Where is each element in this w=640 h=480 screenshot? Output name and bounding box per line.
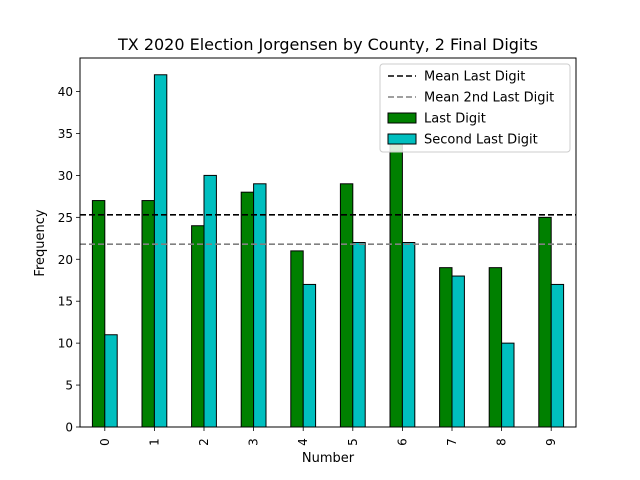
y-tick-label: 5 — [65, 379, 73, 393]
legend: Mean Last Digit Mean 2nd Last Digit Last D… — [379, 63, 571, 153]
legend-label: Mean 2nd Last Digit — [424, 91, 554, 106]
legend-box — [379, 63, 571, 153]
x-tick-label: 7 — [445, 438, 459, 446]
y-tick-label: 0 — [65, 421, 73, 435]
x-tick-label: 9 — [544, 438, 558, 446]
bar-second-last-digit — [153, 74, 168, 428]
bar-last-digit — [141, 200, 155, 428]
bar-second-last-digit — [203, 174, 217, 428]
bar-second-last-digit — [451, 275, 465, 428]
bar-second-last-digit — [501, 342, 515, 428]
x-axis-label: Number — [302, 451, 355, 466]
bar-last-digit — [290, 250, 304, 428]
y-tick-label: 25 — [58, 211, 73, 225]
y-tick-label: 40 — [58, 85, 73, 99]
bar-last-digit — [538, 216, 552, 428]
bar-last-digit — [91, 200, 106, 428]
legend-label: Second Last Digit — [424, 133, 538, 148]
x-tick-label: 5 — [346, 438, 360, 446]
bar-last-digit — [439, 267, 453, 428]
bar-last-digit — [488, 267, 503, 428]
bar-second-last-digit — [253, 183, 267, 428]
y-tick-label: 35 — [58, 127, 73, 141]
y-tick-label: 15 — [58, 295, 73, 309]
x-tick-label: 2 — [197, 438, 211, 446]
bar-second-last-digit — [401, 242, 416, 428]
bar-last-digit — [191, 225, 205, 428]
bar-second-last-digit — [550, 283, 565, 428]
x-tick-label: 8 — [495, 438, 509, 446]
y-tick-label: 30 — [58, 169, 73, 183]
bar-second-last-digit — [352, 242, 366, 428]
legend-bar-swatch — [387, 112, 417, 124]
bar-second-last-digit — [104, 334, 118, 428]
bar-last-digit — [240, 191, 255, 428]
x-tick-label: 1 — [147, 438, 161, 446]
bar-second-last-digit — [302, 283, 317, 428]
plot-area: 0 5 10 15 20 25 30 35 40 0 1 2 3 4 5 6 7 8 9 — [58, 57, 577, 446]
axes-frame — [79, 57, 577, 428]
y-axis-label: Frequency — [33, 209, 48, 276]
legend-label: Last Digit — [424, 112, 486, 127]
bar-last-digit — [389, 141, 403, 428]
x-tick-label: 4 — [296, 438, 310, 446]
y-tick-label: 20 — [58, 253, 73, 267]
x-tick-label: 6 — [395, 438, 409, 446]
chart-title: TX 2020 Election Jorgensen by County, 2 … — [117, 35, 538, 54]
y-tick-label: 10 — [58, 337, 73, 351]
bar-last-digit — [339, 183, 354, 428]
x-tick-label: 0 — [98, 438, 112, 446]
legend-bar-swatch — [387, 133, 417, 145]
legend-label: Mean Last Digit — [424, 70, 525, 85]
x-tick-label: 3 — [247, 438, 261, 446]
